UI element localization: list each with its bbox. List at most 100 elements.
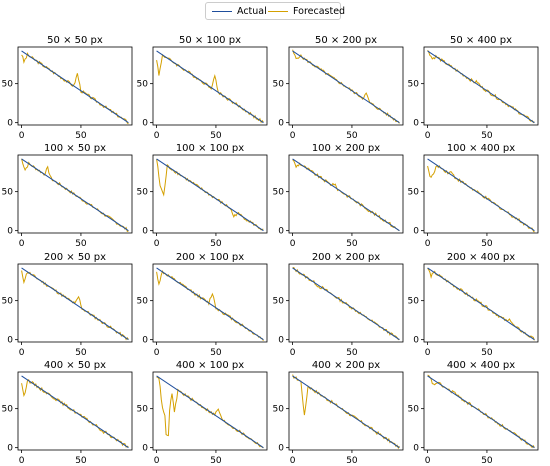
y-tick-label: 0 bbox=[413, 119, 419, 129]
panel: 200 × 200 px 0 50 0 50 bbox=[273, 252, 404, 358]
y-tick-label: 50 bbox=[2, 297, 14, 307]
panel: 50 × 50 px 0 50 0 50 bbox=[2, 35, 133, 141]
actual-line bbox=[21, 267, 129, 341]
x-tick-label: 50 bbox=[346, 348, 358, 358]
x-tick-label: 50 bbox=[346, 239, 358, 249]
actual-line bbox=[292, 50, 400, 124]
panel: 400 × 50 px 0 50 0 50 bbox=[2, 360, 133, 466]
x-tick-label: 50 bbox=[210, 131, 222, 141]
y-tick-label: 0 bbox=[278, 444, 284, 454]
legend-swatch-actual bbox=[212, 10, 232, 12]
panel: 400 × 100 px 0 50 0 50 bbox=[137, 360, 268, 466]
legend-swatch-forecasted bbox=[268, 10, 288, 12]
panel-title: 100 × 200 px bbox=[312, 143, 380, 154]
panel: 200 × 50 px 0 50 0 50 bbox=[2, 252, 133, 358]
axes-frame bbox=[288, 371, 404, 451]
x-tick-label: 50 bbox=[75, 131, 87, 141]
panel-title: 200 × 200 px bbox=[312, 252, 380, 263]
x-tick-label: 50 bbox=[481, 239, 493, 249]
panel: 100 × 200 px 0 50 0 50 bbox=[273, 143, 404, 249]
panel-title: 400 × 400 px bbox=[447, 360, 515, 371]
actual-line bbox=[292, 375, 400, 449]
x-tick-label: 0 bbox=[154, 348, 160, 358]
axes-frame bbox=[423, 154, 539, 234]
actual-line bbox=[156, 158, 264, 232]
axes-frame bbox=[288, 46, 404, 126]
y-tick-label: 0 bbox=[413, 444, 419, 454]
legend-label-forecasted: Forecasted bbox=[293, 5, 346, 17]
panel-title: 50 × 50 px bbox=[47, 35, 103, 46]
y-tick-label: 0 bbox=[142, 227, 148, 237]
forecasted-line bbox=[21, 379, 129, 448]
axes-frame bbox=[17, 263, 133, 343]
y-tick-label: 0 bbox=[7, 444, 13, 454]
forecasted-line bbox=[156, 376, 264, 449]
panel: 50 × 200 px 0 50 0 50 bbox=[273, 35, 404, 141]
panel-title: 200 × 100 px bbox=[176, 252, 244, 263]
actual-line bbox=[156, 50, 264, 124]
y-tick-label: 50 bbox=[408, 405, 420, 415]
panel-title: 100 × 400 px bbox=[447, 143, 515, 154]
actual-line bbox=[292, 267, 400, 341]
panel: 100 × 400 px 0 50 0 50 bbox=[408, 143, 539, 249]
forecasted-line bbox=[21, 51, 129, 125]
actual-line bbox=[21, 375, 129, 449]
actual-line bbox=[427, 158, 535, 232]
x-tick-label: 50 bbox=[481, 348, 493, 358]
panel: 400 × 400 px 0 50 0 50 bbox=[408, 360, 539, 466]
panel: 100 × 100 px 0 50 0 50 bbox=[137, 143, 268, 249]
y-tick-label: 0 bbox=[278, 119, 284, 129]
actual-line bbox=[427, 375, 535, 449]
x-tick-label: 0 bbox=[154, 456, 160, 466]
x-tick-label: 50 bbox=[210, 348, 222, 358]
actual-line bbox=[156, 267, 264, 341]
y-tick-label: 50 bbox=[408, 188, 420, 198]
panel-title: 200 × 50 px bbox=[44, 252, 106, 263]
x-tick-label: 50 bbox=[210, 239, 222, 249]
x-tick-label: 0 bbox=[290, 239, 296, 249]
y-tick-label: 50 bbox=[273, 297, 285, 307]
panel-title: 50 × 100 px bbox=[179, 35, 241, 46]
actual-line bbox=[21, 50, 129, 124]
y-tick-label: 50 bbox=[2, 188, 14, 198]
x-tick-label: 50 bbox=[481, 131, 493, 141]
axes-frame bbox=[152, 371, 268, 451]
y-tick-label: 50 bbox=[137, 80, 149, 90]
axes-frame bbox=[423, 371, 539, 451]
actual-line bbox=[427, 50, 535, 124]
panel: 100 × 50 px 0 50 0 50 bbox=[2, 143, 133, 249]
panel: 400 × 200 px 0 50 0 50 bbox=[273, 360, 404, 466]
axes-frame bbox=[288, 154, 404, 234]
actual-line bbox=[427, 267, 535, 341]
y-tick-label: 50 bbox=[273, 405, 285, 415]
x-tick-label: 0 bbox=[154, 239, 160, 249]
y-tick-label: 0 bbox=[278, 336, 284, 346]
y-tick-label: 0 bbox=[413, 227, 419, 237]
y-tick-label: 50 bbox=[137, 297, 149, 307]
legend-item-forecasted: Forecasted bbox=[268, 4, 345, 18]
x-tick-label: 50 bbox=[210, 456, 222, 466]
legend-label-actual: Actual bbox=[237, 5, 267, 17]
panel-title: 400 × 50 px bbox=[44, 360, 106, 371]
y-tick-label: 50 bbox=[273, 188, 285, 198]
panel-title: 400 × 100 px bbox=[176, 360, 244, 371]
axes-frame bbox=[288, 263, 404, 343]
y-tick-label: 0 bbox=[142, 119, 148, 129]
panel-title: 200 × 400 px bbox=[447, 252, 515, 263]
y-tick-label: 0 bbox=[7, 227, 13, 237]
axes-frame bbox=[17, 371, 133, 451]
forecasted-line bbox=[156, 269, 264, 341]
panel-title: 100 × 100 px bbox=[176, 143, 244, 154]
x-tick-label: 0 bbox=[425, 456, 431, 466]
panel: 200 × 400 px 0 50 0 50 bbox=[408, 252, 539, 358]
y-tick-label: 0 bbox=[413, 336, 419, 346]
y-tick-label: 50 bbox=[2, 80, 14, 90]
axes-frame bbox=[17, 46, 133, 126]
axes-frame bbox=[423, 46, 539, 126]
actual-line bbox=[21, 158, 129, 232]
y-tick-label: 0 bbox=[142, 336, 148, 346]
actual-line bbox=[292, 158, 400, 232]
y-tick-label: 50 bbox=[2, 405, 14, 415]
x-tick-label: 0 bbox=[425, 239, 431, 249]
legend: Actual Forecasted bbox=[205, 2, 345, 20]
